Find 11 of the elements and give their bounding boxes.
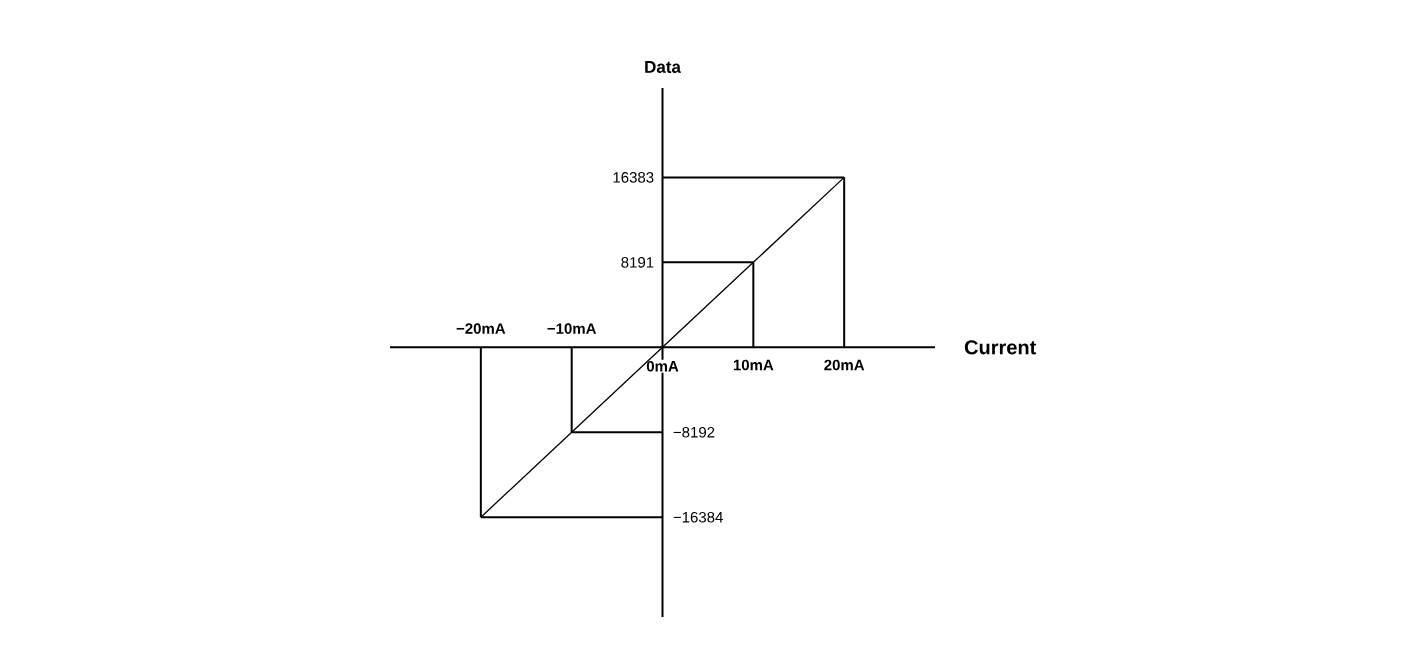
x2-tick-label: −10mA: [547, 323, 597, 334]
x-tick-label: 0mA: [646, 360, 679, 372]
y-tick-label: 8191: [621, 257, 654, 268]
x-tick-label: 10mA: [733, 359, 774, 371]
y2-tick-label: −8192: [673, 426, 715, 438]
y-tick-label: 16383: [613, 172, 654, 183]
y-axis-title: Data: [645, 61, 682, 73]
x-tick-label: 20mA: [824, 359, 865, 371]
x-axis-title: Current: [964, 340, 1037, 355]
x2-tick-label: −20mA: [456, 323, 506, 334]
y2-tick-label: −16384: [673, 511, 723, 523]
